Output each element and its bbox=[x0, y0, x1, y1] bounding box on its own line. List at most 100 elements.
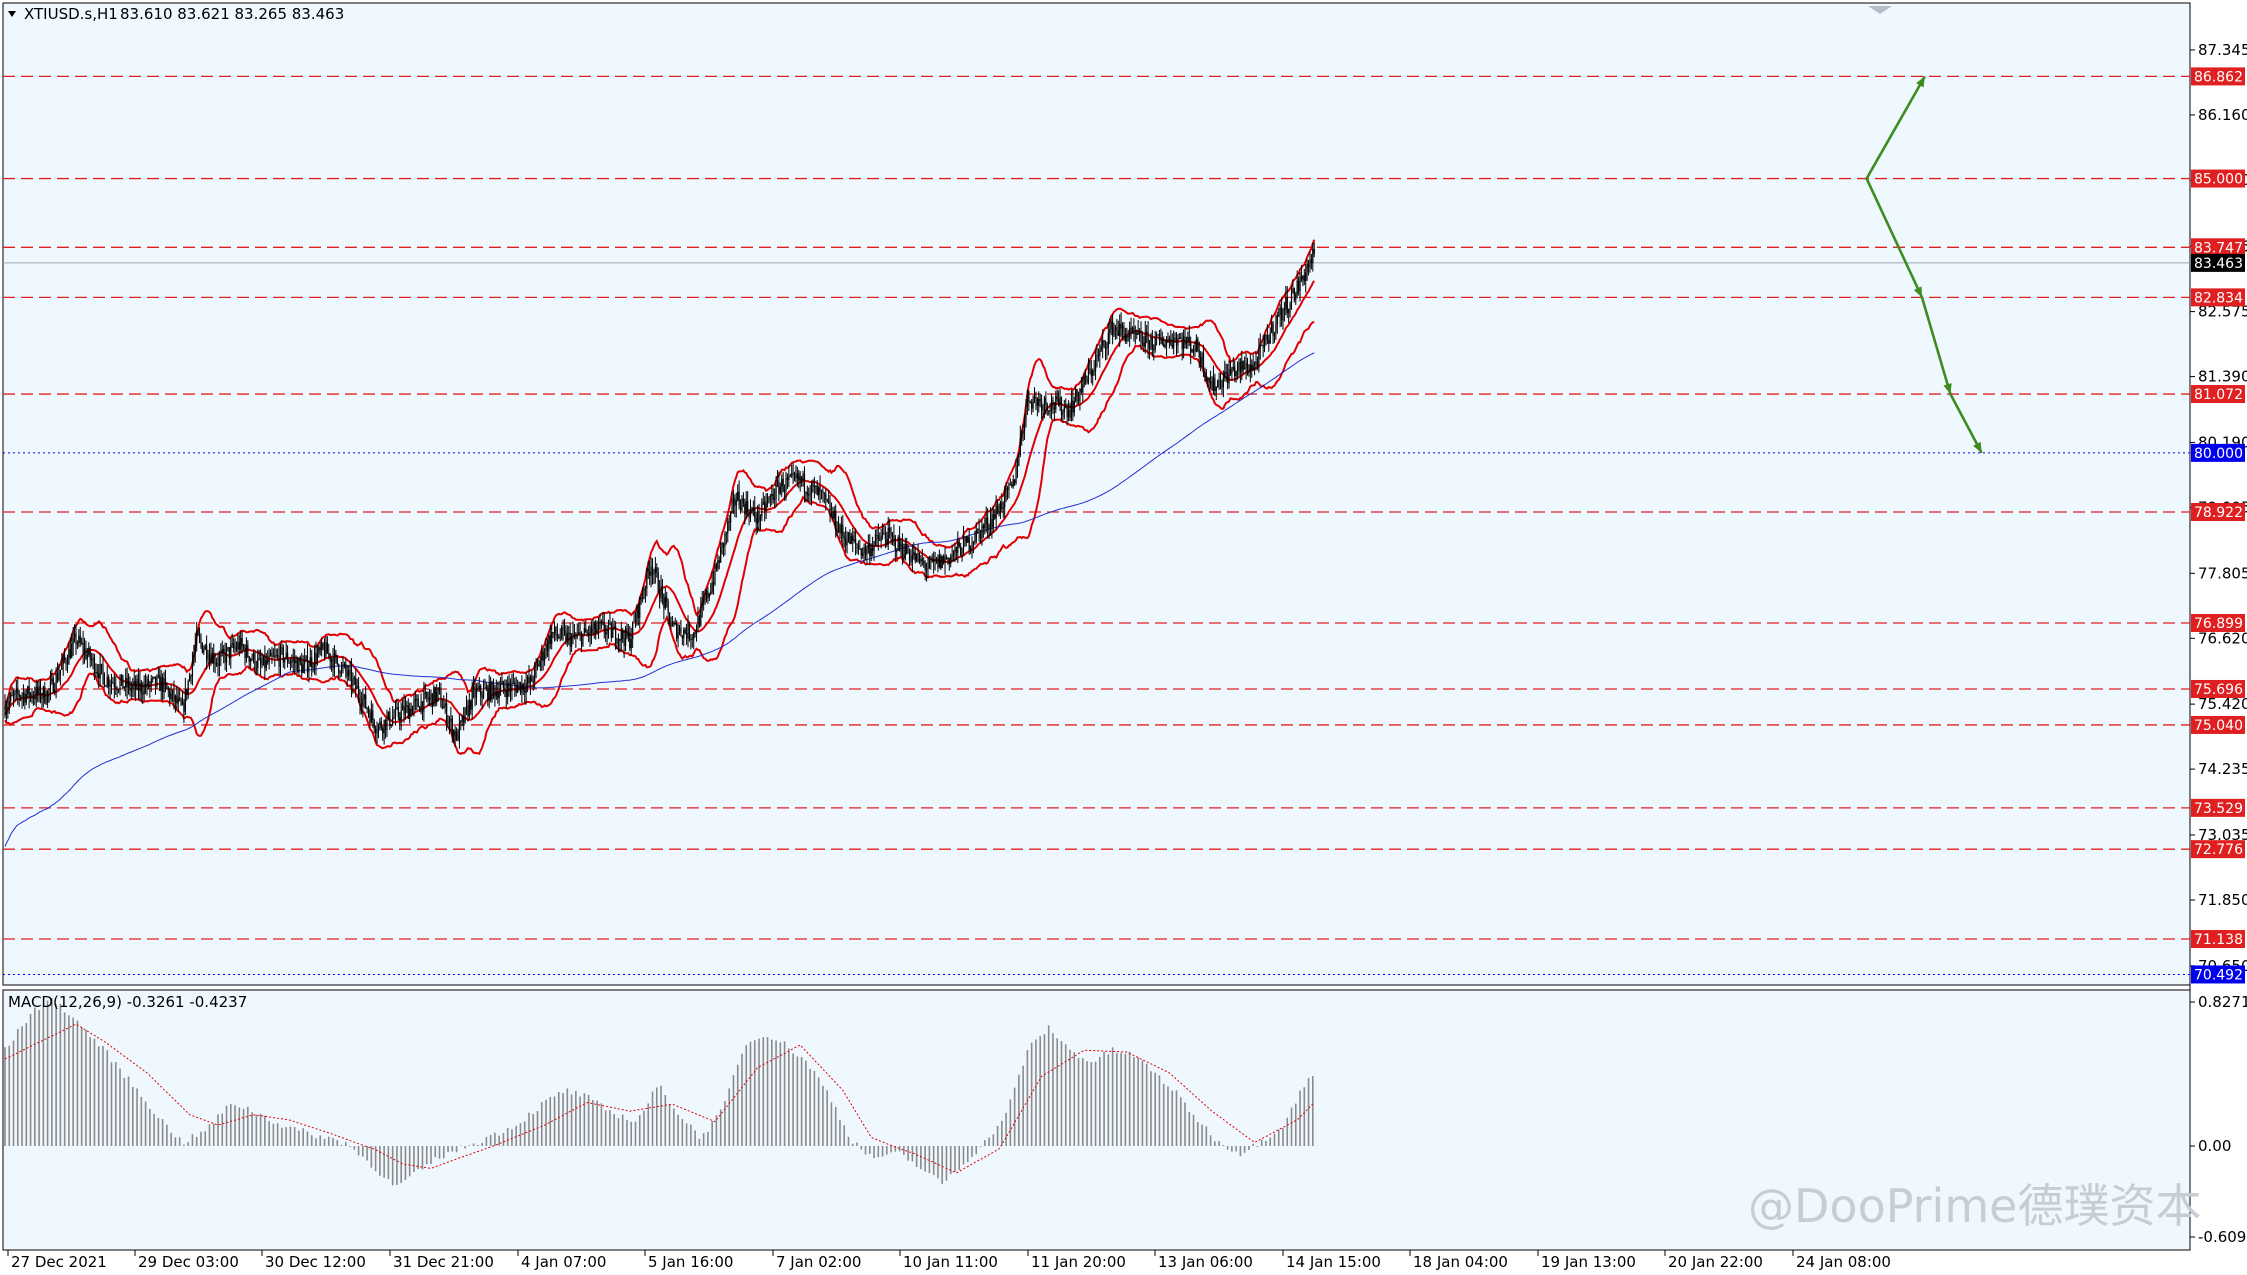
candle-body bbox=[999, 501, 1002, 515]
candle-body bbox=[933, 559, 935, 562]
candle-body bbox=[582, 633, 584, 646]
candle-body bbox=[284, 658, 286, 663]
candle-body bbox=[130, 688, 132, 691]
candle-body bbox=[473, 686, 475, 690]
candle-body bbox=[812, 482, 814, 486]
candle-body bbox=[132, 685, 134, 689]
candle-body bbox=[52, 678, 54, 693]
candle-body bbox=[860, 548, 862, 556]
candle-body bbox=[691, 638, 693, 640]
candle-body bbox=[843, 536, 845, 539]
candle-body bbox=[465, 705, 468, 708]
candle-body bbox=[813, 485, 815, 487]
candle-body bbox=[59, 669, 61, 675]
candle-body bbox=[1085, 375, 1087, 379]
price-tag-label: 81.072 bbox=[2194, 387, 2243, 403]
candle-body bbox=[889, 527, 891, 533]
candle-body bbox=[174, 695, 176, 702]
forecast-arrow-line bbox=[1865, 75, 1926, 180]
candle-body bbox=[177, 698, 179, 704]
candle-body bbox=[384, 719, 387, 731]
candle-body bbox=[964, 537, 966, 539]
candle-body bbox=[1041, 401, 1043, 411]
candle-body bbox=[526, 677, 529, 684]
candle-body bbox=[799, 476, 801, 481]
candle-body bbox=[785, 477, 787, 490]
candle-body bbox=[891, 535, 894, 537]
candle-body bbox=[1009, 484, 1011, 486]
candle-body bbox=[237, 642, 239, 650]
candle-body bbox=[1221, 387, 1223, 389]
candle-body bbox=[377, 725, 380, 734]
candle-body bbox=[484, 688, 486, 690]
candle-body bbox=[183, 702, 185, 712]
candle-body bbox=[971, 542, 973, 549]
candle-body bbox=[261, 664, 263, 666]
candle-body bbox=[974, 541, 976, 543]
candle-body bbox=[24, 693, 26, 703]
candle-body bbox=[1117, 331, 1119, 336]
price-tag-box bbox=[2191, 930, 2245, 949]
candle-body bbox=[1293, 288, 1295, 301]
candle-body bbox=[660, 586, 662, 599]
candle-body bbox=[960, 546, 962, 556]
candle-body bbox=[416, 698, 418, 700]
candle-body bbox=[690, 638, 692, 640]
price-panel[interactable] bbox=[2, 2, 2191, 986]
candle-body bbox=[847, 532, 850, 542]
candle-body bbox=[38, 685, 40, 694]
candle-body bbox=[390, 724, 392, 726]
candle-body bbox=[703, 599, 705, 603]
candle-body bbox=[850, 535, 852, 545]
time-axis-label: 18 Jan 04:00 bbox=[1413, 1253, 1508, 1271]
candle-body bbox=[92, 657, 94, 661]
macd-panel[interactable] bbox=[2, 989, 2191, 1251]
candle-body bbox=[1227, 373, 1229, 384]
candle-body bbox=[786, 477, 789, 481]
chart-shift-marker-icon[interactable] bbox=[1868, 6, 1892, 14]
candle-body bbox=[622, 630, 624, 639]
candle-body bbox=[654, 567, 656, 573]
candle-body bbox=[603, 622, 605, 633]
candle-body bbox=[563, 629, 566, 631]
candle-body bbox=[356, 686, 358, 689]
candle-body bbox=[783, 489, 786, 492]
candle-body bbox=[972, 542, 975, 544]
candle-body bbox=[979, 530, 982, 539]
candle-body bbox=[735, 500, 737, 506]
candle-body bbox=[1177, 338, 1179, 346]
candle-body bbox=[306, 655, 309, 673]
candle-body bbox=[1006, 487, 1009, 490]
candle-body bbox=[298, 658, 300, 673]
candle-body bbox=[277, 655, 279, 657]
candle-body bbox=[294, 659, 296, 664]
candle-body bbox=[423, 692, 425, 712]
candle-body bbox=[419, 706, 421, 712]
candle-body bbox=[1029, 401, 1031, 403]
candle-body bbox=[1143, 342, 1145, 347]
candle-body bbox=[181, 702, 184, 705]
candle-body bbox=[1086, 378, 1088, 383]
candle-body bbox=[37, 687, 39, 694]
candle-body bbox=[383, 719, 385, 734]
candle-body bbox=[947, 557, 949, 559]
candle-body bbox=[870, 548, 872, 557]
candle-body bbox=[426, 692, 428, 698]
time-axis-label: 13 Jan 06:00 bbox=[1158, 1253, 1253, 1271]
candle-body bbox=[492, 681, 495, 688]
candle-body bbox=[757, 511, 759, 524]
candle-body bbox=[559, 637, 561, 639]
candle-body bbox=[112, 682, 114, 684]
candle-body bbox=[1232, 366, 1234, 370]
candle-body bbox=[862, 553, 864, 556]
chart-menu-triangle-icon[interactable] bbox=[8, 11, 16, 17]
price-axis-label: 77.805 bbox=[2198, 564, 2247, 582]
candle-body bbox=[727, 521, 729, 534]
price-tag-box bbox=[2191, 253, 2245, 272]
moving-average-line bbox=[4, 352, 1315, 847]
candle-body bbox=[573, 633, 576, 638]
candle-body bbox=[766, 500, 769, 504]
candle-body bbox=[1275, 324, 1277, 333]
candle-body bbox=[921, 558, 923, 562]
